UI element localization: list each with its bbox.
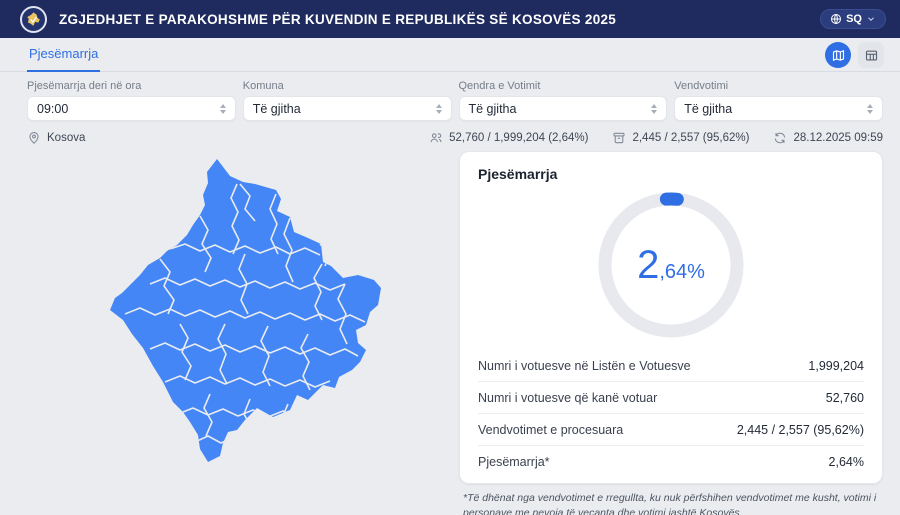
table-row: Numri i votuesve që kanë votuar 52,760 (478, 381, 864, 413)
filter-komuna: Komuna Të gjitha (242, 80, 452, 121)
ballot-box-icon (613, 132, 625, 144)
row-label: Numri i votuesve në Listën e Votuesve (478, 358, 691, 373)
tab-pjesemarrja[interactable]: Pjesëmarrja (27, 46, 101, 72)
stats-group: 52,760 / 1,999,204 (2,64%) 2,445 / 2,557… (429, 131, 883, 145)
row-value: 2,445 / 2,557 (95,62%) (736, 422, 864, 437)
last-updated: 28.12.2025 09:59 (773, 131, 883, 145)
main-content: Pjesëmarrja 2 ,64% Numri i votuesve në L… (0, 149, 900, 515)
tab-label: Pjesëmarrja (29, 46, 99, 61)
stats-table: Numri i votuesve në Listën e Votuesve 1,… (478, 350, 864, 477)
voters-stat-value: 52,760 / 1,999,204 (2,64%) (449, 132, 589, 144)
filter-time: Pjesëmarrja deri në ora 09:00 (27, 80, 236, 121)
row-value: 52,760 (825, 390, 864, 405)
donut-value-arc (598, 192, 744, 338)
card-title: Pjesëmarrja (478, 166, 558, 182)
tab-bar: Pjesëmarrja (0, 38, 900, 72)
table-icon (865, 50, 877, 60)
view-toggles (825, 42, 884, 71)
filters-row: Pjesëmarrja deri në ora 09:00 Komuna Të … (0, 72, 900, 128)
translate-icon (830, 13, 842, 25)
status-bar: Kosova 52,760 / 1,999,204 (2,64%) 2,445 … (0, 128, 900, 149)
row-label: Pjesëmarrja* (478, 454, 550, 469)
filter-time-select[interactable]: 09:00 (27, 96, 236, 121)
map-area (0, 151, 459, 515)
spinner-icon (219, 103, 226, 114)
map-view-button[interactable] (825, 42, 851, 68)
kqz-emblem-icon (27, 11, 40, 26)
donut-value-main: 2 (637, 243, 660, 287)
filter-komuna-select[interactable]: Të gjitha (242, 96, 452, 121)
table-row: Vendvotimet e procesuara 2,445 / 2,557 (… (478, 413, 864, 445)
app-header: ZGJEDHJET E PARAKOHSHME PËR KUVENDIN E R… (0, 0, 900, 38)
spinner-icon (435, 103, 442, 114)
kosovo-municipalities-map[interactable] (90, 154, 430, 484)
last-updated-value: 28.12.2025 09:59 (793, 132, 883, 144)
kqz-logo (20, 5, 47, 33)
stations-stat-value: 2,445 / 2,557 (95,62%) (632, 132, 750, 144)
table-row: Numri i votuesve në Listën e Votuesve 1,… (478, 350, 864, 381)
filter-qendra: Qendra e Votimit Të gjitha (458, 80, 668, 121)
location-pin-icon (29, 132, 39, 144)
voters-icon (430, 133, 442, 143)
filter-vendvotimi-label: Vendvotimi (674, 80, 729, 92)
filter-vendvotimi-value: Të gjitha (684, 101, 733, 116)
table-view-button[interactable] (858, 42, 884, 68)
table-row: Pjesëmarrja* 2,64% (478, 445, 864, 477)
donut-center-label: 2 ,64% (596, 190, 746, 340)
location-name: Kosova (47, 132, 86, 144)
filter-qendra-value: Të gjitha (468, 101, 517, 116)
refresh-icon (775, 132, 786, 144)
voters-stat: 52,760 / 1,999,204 (2,64%) (429, 131, 588, 145)
map-icon (832, 49, 844, 61)
language-selector[interactable]: SQ (820, 9, 886, 29)
spinner-icon (651, 103, 658, 114)
donut-value-fraction: ,64% (659, 261, 705, 283)
filter-komuna-label: Komuna (242, 80, 284, 92)
spinner-icon (867, 103, 873, 114)
row-label: Vendvotimet e procesuara (478, 422, 624, 437)
row-value: 2,64% (828, 454, 864, 469)
filter-vendvotimi: Vendvotimi Të gjitha (674, 80, 883, 121)
filter-qendra-label: Qendra e Votimit (458, 80, 541, 92)
filter-komuna-value: Të gjitha (252, 101, 301, 116)
location-indicator: Kosova (27, 131, 85, 145)
donut-chart (598, 192, 744, 338)
footnote: *Të dhënat nga vendvotimet e rregullta, … (463, 492, 877, 515)
row-label: Numri i votuesve që kanë votuar (478, 390, 658, 405)
participation-panel: Pjesëmarrja 2 ,64% Numri i votuesve në L… (459, 151, 883, 515)
participation-card: Pjesëmarrja 2 ,64% Numri i votuesve në L… (459, 151, 883, 484)
stations-stat: 2,445 / 2,557 (95,62%) (612, 131, 749, 145)
participation-donut: 2 ,64% (596, 190, 746, 340)
municipality-borders (124, 163, 380, 445)
language-code: SQ (846, 13, 862, 25)
filter-time-label: Pjesëmarrja deri në ora (27, 80, 142, 92)
filter-time-value: 09:00 (37, 101, 69, 116)
filter-qendra-select[interactable]: Të gjitha (458, 96, 668, 121)
chevron-down-icon (866, 14, 876, 24)
row-value: 1,999,204 (808, 358, 864, 373)
page-title: ZGJEDHJET E PARAKOHSHME PËR KUVENDIN E R… (59, 11, 617, 27)
filter-vendvotimi-select[interactable]: Të gjitha (674, 96, 883, 121)
